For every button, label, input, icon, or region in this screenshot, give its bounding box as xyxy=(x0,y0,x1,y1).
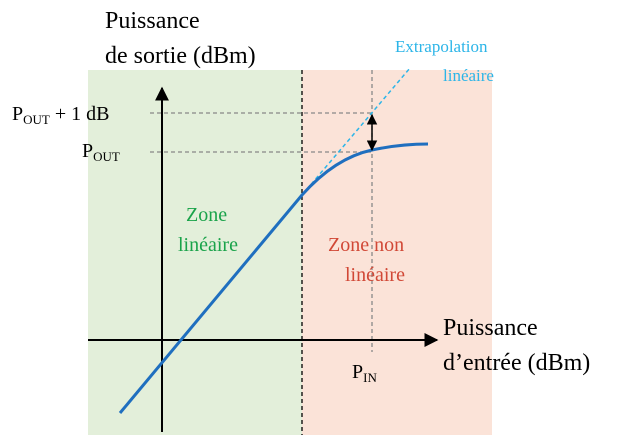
nonlinear-region xyxy=(302,70,492,435)
extrapolation-label-line: Extrapolation xyxy=(395,37,488,56)
label-sub: IN xyxy=(363,370,377,385)
y-axis-label: Puissance de sortie (dBm) xyxy=(105,8,256,69)
extrapolation-label: Extrapolation linéaire xyxy=(395,37,494,85)
zone-label-line: Zone xyxy=(186,204,227,226)
extrapolation-label-line: linéaire xyxy=(443,66,494,85)
nonlinear-zone-label: Zone non linéaire xyxy=(328,234,405,286)
zone-label-line: linéaire xyxy=(345,264,405,286)
label-suffix: + 1 dB xyxy=(50,103,110,125)
label-sub: OUT xyxy=(23,112,50,127)
y-axis-label-line: Puissance xyxy=(105,8,200,34)
label-main: P xyxy=(12,103,23,125)
x-axis-label-line: d’entrée (dBm) xyxy=(443,350,590,376)
zone-label-line: linéaire xyxy=(178,234,238,256)
zone-label-line: Zone non xyxy=(328,234,404,256)
pout-label: POUT xyxy=(82,140,120,164)
x-axis-label-line: Puissance xyxy=(443,315,538,341)
label-main: P xyxy=(352,361,363,383)
x-axis-label: Puissance d’entrée (dBm) xyxy=(443,315,590,376)
label-sub: OUT xyxy=(93,149,120,164)
pout-plus-label: POUT + 1 dB xyxy=(12,103,109,127)
linear-zone-label: Zone linéaire xyxy=(178,204,238,256)
linear-region xyxy=(88,70,302,435)
y-axis-label-line: de sortie (dBm) xyxy=(105,43,256,69)
pin-label: PIN xyxy=(352,361,377,385)
label-main: P xyxy=(82,140,93,162)
